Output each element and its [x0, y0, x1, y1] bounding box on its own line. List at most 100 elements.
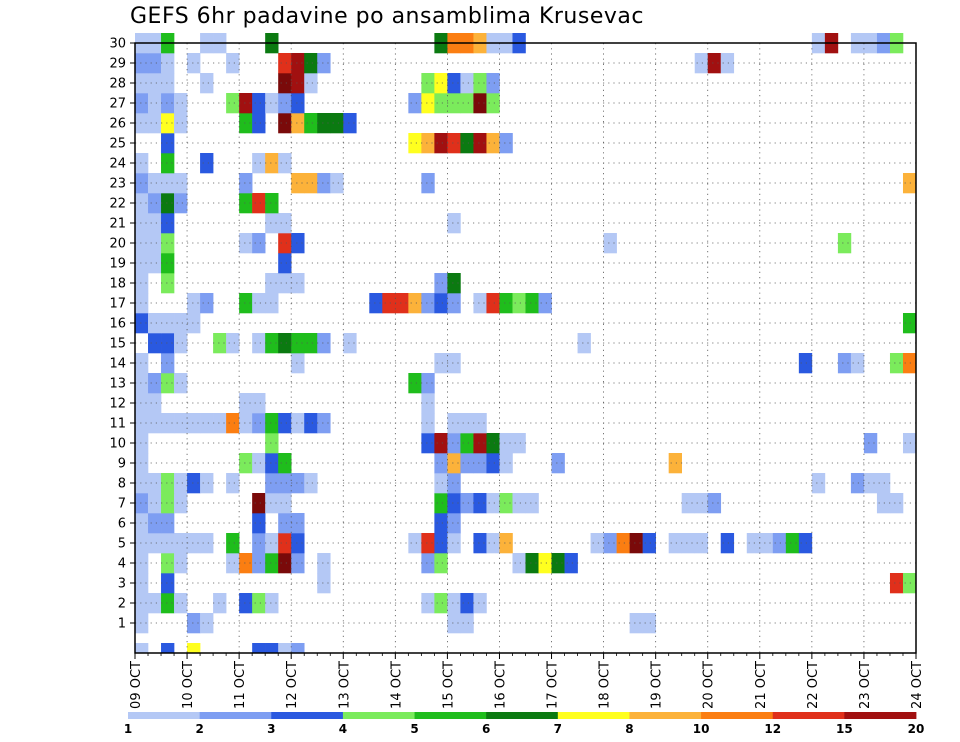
y-tick-label: 5: [118, 537, 126, 552]
heatmap-cell: [317, 573, 331, 594]
heatmap-cell: [278, 473, 292, 494]
heatmap-cell: [434, 273, 448, 294]
x-tick-label: 11 OCT: [233, 661, 248, 709]
heatmap-cell: [460, 73, 474, 94]
heatmap-cell: [889, 573, 904, 594]
heatmap-cell: [473, 73, 487, 94]
heatmap-cell: [434, 473, 448, 494]
heatmap-cell: [161, 513, 175, 534]
heatmap-cell: [317, 53, 331, 74]
x-tick-label: 20 OCT: [702, 661, 717, 709]
heatmap-cell: [135, 353, 149, 374]
heatmap-cell: [473, 93, 487, 114]
heatmap-cell: [252, 453, 266, 474]
heatmap-cell: [135, 493, 149, 514]
heatmap-cell: [408, 533, 422, 554]
heatmap-cell: [460, 413, 474, 434]
heatmap-cell: [499, 493, 513, 514]
y-tick-label: 2: [118, 597, 126, 612]
heatmap-cell: [447, 93, 461, 114]
legend-swatch: [414, 712, 487, 719]
heatmap-cell: [473, 493, 487, 514]
heatmap-cell: [213, 333, 227, 354]
heatmap-cell: [161, 533, 175, 554]
x-tick-label: 24 OCT: [910, 661, 925, 709]
heatmap-cell: [278, 53, 292, 74]
heatmap-cell: [174, 113, 188, 134]
heatmap-cell: [811, 473, 826, 494]
heatmap-cell: [850, 353, 865, 374]
heatmap-cell: [135, 193, 149, 214]
heatmap-cell: [317, 173, 331, 194]
heatmap-cell: [304, 73, 318, 94]
heatmap-cell: [304, 473, 318, 494]
heatmap-cell: [161, 593, 175, 614]
heatmap-cell: [460, 493, 474, 514]
heatmap-cell: [148, 93, 162, 114]
heatmap-cell: [252, 153, 266, 174]
heatmap-cell: [226, 93, 240, 114]
heatmap-cell: [421, 433, 435, 454]
heatmap-cell: [434, 553, 448, 574]
heatmap-cell: [850, 473, 865, 494]
heatmap-cell: [759, 533, 774, 554]
heatmap-cell: [200, 473, 214, 494]
heatmap-cell: [265, 193, 279, 214]
heatmap-cell: [265, 93, 279, 114]
y-tick-label: 18: [109, 277, 126, 292]
heatmap-cell: [460, 613, 474, 634]
heatmap-cell: [408, 373, 422, 394]
heatmap-cell: [252, 533, 266, 554]
heatmap-cell: [200, 413, 214, 434]
heatmap-cell: [200, 613, 214, 634]
heatmap-cell: [148, 533, 162, 554]
heatmap-cell: [447, 213, 461, 234]
heatmap-cell: [434, 513, 448, 534]
heatmap-cell: [473, 133, 487, 154]
heatmap-cell: [161, 173, 175, 194]
heatmap-cell: [135, 413, 149, 434]
heatmap-cell: [174, 313, 188, 334]
heatmap-cell: [200, 73, 214, 94]
x-tick-label: 10 OCT: [181, 661, 196, 709]
heatmap-cell: [161, 213, 175, 234]
heatmap-cell: [265, 273, 279, 294]
heatmap-cell: [486, 133, 500, 154]
y-tick-label: 6: [118, 517, 126, 532]
heatmap-cell: [408, 293, 422, 314]
heatmap-cell: [135, 253, 149, 274]
heatmap-cell: [135, 513, 149, 534]
heatmap-cell: [486, 453, 500, 474]
heatmap-cell: [135, 613, 149, 634]
heatmap-cell: [278, 413, 292, 434]
heatmap-cell: [252, 113, 266, 134]
heatmap-cell: [252, 553, 266, 574]
heatmap-cell: [161, 233, 175, 254]
y-tick-label: 26: [109, 117, 126, 132]
heatmap-cell: [837, 233, 852, 254]
heatmap-cell: [161, 273, 175, 294]
heatmap-cell: [421, 173, 435, 194]
x-tick-label: 18 OCT: [598, 661, 613, 709]
heatmap-cell: [265, 293, 279, 314]
heatmap-cell: [148, 113, 162, 134]
heatmap-cell: [291, 473, 305, 494]
heatmap-cell: [187, 473, 201, 494]
heatmap-cell: [278, 113, 292, 134]
heatmap-cell: [798, 353, 813, 374]
legend-swatch: [486, 712, 559, 719]
heatmap-cell: [694, 53, 709, 74]
heatmap-cell: [239, 553, 253, 574]
heatmap-cell: [421, 93, 435, 114]
x-axis: 09 OCT 10 OCT 11 OCT 12 OCT 13 OCT 14 OCT 15 O…: [129, 653, 925, 709]
heatmap-cells: [135, 33, 917, 654]
heatmap-cell: [213, 593, 227, 614]
y-tick-label: 19: [109, 257, 126, 272]
heatmap-cell: [486, 93, 500, 114]
y-tick-label: 21: [109, 217, 126, 232]
y-tick-label: 4: [118, 557, 126, 572]
heatmap-cell: [512, 493, 526, 514]
heatmap-cell: [239, 233, 253, 254]
heatmap-cell: [889, 493, 904, 514]
